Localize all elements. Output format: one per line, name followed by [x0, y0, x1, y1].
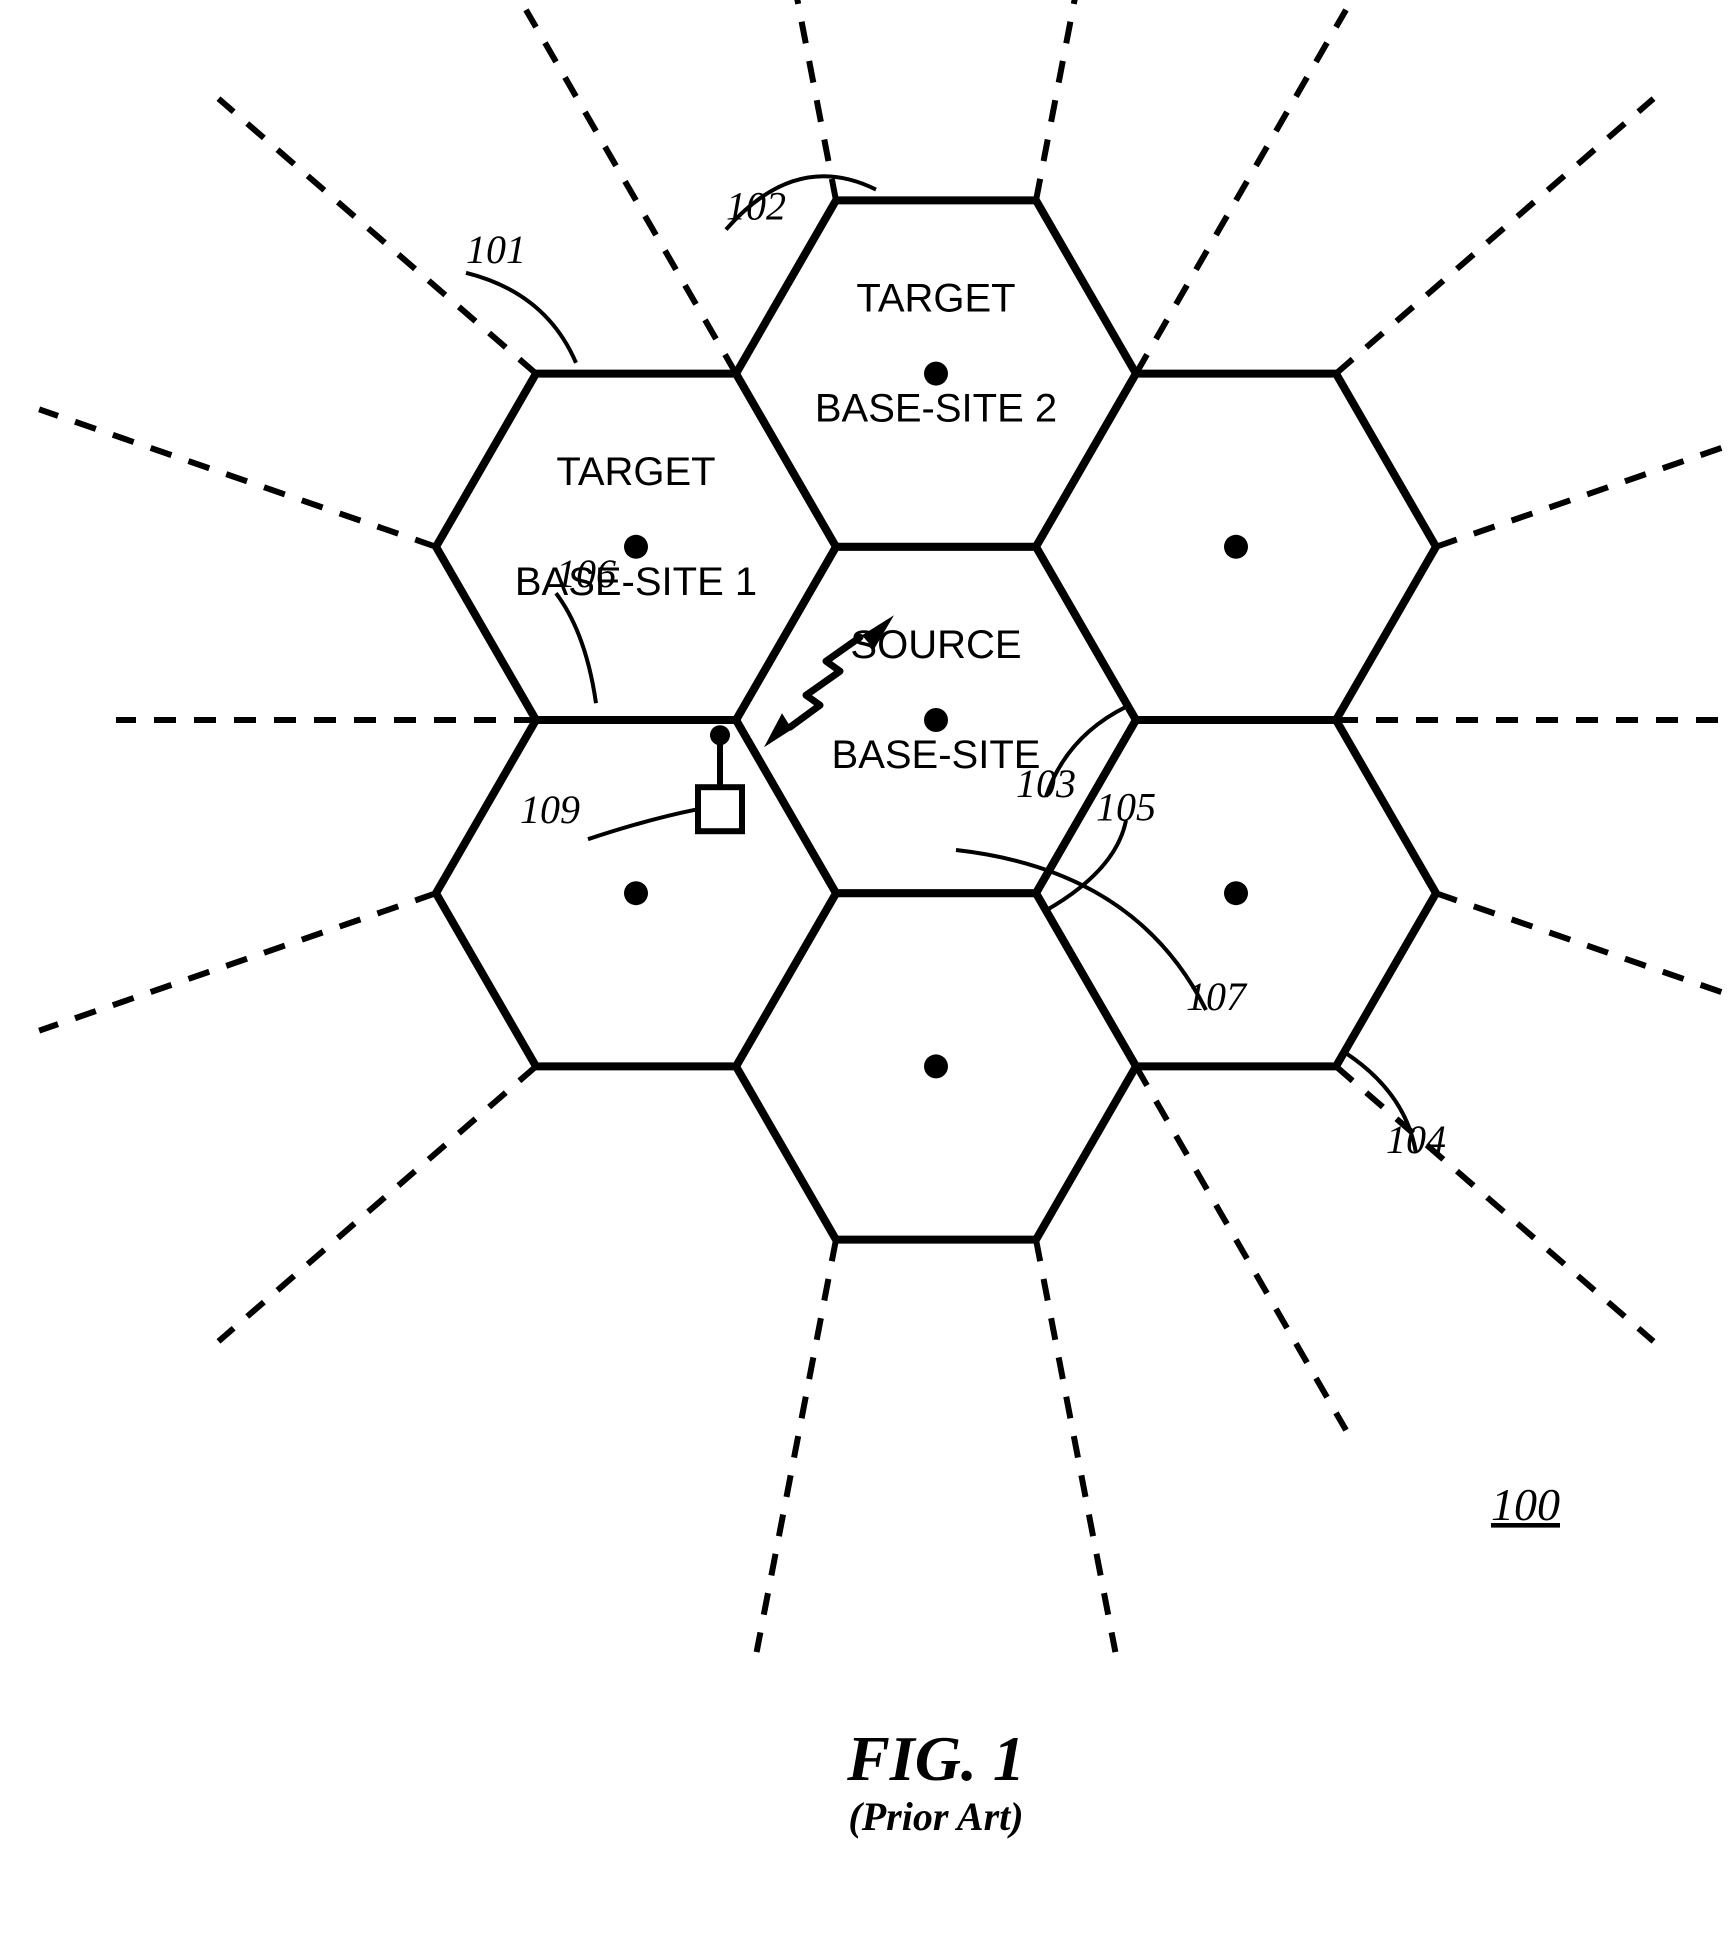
- cell-label-top-tgt1: TARGET: [556, 450, 715, 494]
- mobile-body: [698, 787, 742, 831]
- figure-stage: SOURCEBASE-SITETARGETBASE-SITE 1TARGETBA…: [0, 0, 1733, 1935]
- boundary-ray: [757, 0, 836, 200]
- ref-109: 109: [520, 787, 580, 832]
- boundary-ray: [39, 893, 436, 1030]
- ref-104: 104: [1386, 1117, 1446, 1162]
- ref-106: 106: [556, 551, 616, 596]
- boundary-ray: [1036, 0, 1115, 200]
- boundary-ray: [219, 1066, 536, 1341]
- boundary-ray: [1036, 1240, 1115, 1652]
- ref-leader: [466, 273, 576, 363]
- cell-label-top-tgt2: TARGET: [856, 277, 1015, 321]
- cell-dot-c106: [624, 881, 648, 905]
- cell-label-bot-center: BASE-SITE: [832, 733, 1041, 777]
- cell-dot-c103: [1224, 535, 1248, 559]
- boundary-ray: [526, 10, 736, 374]
- cell-dot-center: [924, 708, 948, 732]
- boundary-ray: [1436, 893, 1733, 1030]
- ref-103: 103: [1016, 761, 1076, 806]
- cell-dot-tgt1: [624, 535, 648, 559]
- cell-dot-c104: [1224, 881, 1248, 905]
- page-number: 100: [1491, 1479, 1560, 1530]
- boundary-ray: [39, 409, 436, 546]
- ref-107: 107: [1186, 974, 1248, 1019]
- boundary-ray: [1436, 409, 1733, 546]
- ref-102: 102: [726, 184, 786, 229]
- boundary-ray: [1336, 99, 1653, 374]
- boundary-ray: [1136, 10, 1346, 374]
- figure-title: FIG. 1: [846, 1723, 1025, 1794]
- boundary-ray: [757, 1240, 836, 1652]
- cell-dot-tgt2: [924, 362, 948, 386]
- boundary-ray: [1336, 1066, 1653, 1341]
- ref-101: 101: [466, 227, 526, 272]
- boundary-ray: [1136, 1066, 1346, 1430]
- cell-dot-c105: [924, 1054, 948, 1078]
- figure-subtitle: (Prior Art): [848, 1794, 1023, 1839]
- cell-label-bot-tgt2: BASE-SITE 2: [815, 387, 1057, 431]
- cell-label-bot-tgt1: BASE-SITE 1: [515, 560, 757, 604]
- ref-105: 105: [1096, 784, 1156, 829]
- mobile-antenna-tip: [710, 725, 730, 745]
